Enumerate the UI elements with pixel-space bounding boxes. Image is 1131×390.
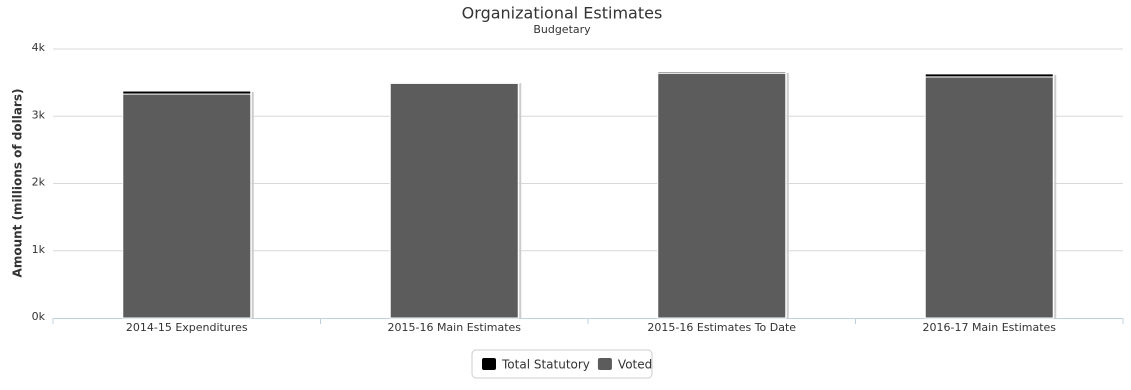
legend-swatch[interactable] (482, 358, 496, 370)
x-tick-label: 2015-16 Main Estimates (387, 321, 521, 334)
y-tick-label: 3k (32, 108, 46, 121)
chart-title: Organizational Estimates (462, 4, 663, 23)
y-axis-label: Amount (millions of dollars) (11, 89, 25, 278)
legend-label[interactable]: Voted (618, 358, 652, 372)
x-tick-label: 2014-15 Expenditures (126, 321, 248, 334)
legend-label[interactable]: Total Statutory (501, 358, 590, 372)
bar-segment (389, 82, 519, 319)
legend-swatch[interactable] (597, 358, 612, 370)
y-tick-label: 1k (32, 243, 46, 256)
legend-box (471, 349, 653, 379)
bar-segment (657, 72, 787, 319)
bar-segment (122, 93, 252, 319)
y-tick-label: 4k (32, 41, 46, 54)
y-tick-label: 2k (32, 176, 46, 189)
bar-segment (122, 90, 252, 95)
bar-segment (389, 81, 519, 84)
x-tick-label: 2015-16 Estimates To Date (647, 321, 796, 334)
bar-segment (924, 76, 1054, 319)
bar-segment (924, 73, 1054, 78)
y-tick-label: 0k (32, 310, 46, 323)
bar-segment (657, 71, 787, 74)
x-tick-label: 2016-17 Main Estimates (922, 321, 1056, 334)
chart-subtitle: Budgetary (533, 23, 591, 36)
